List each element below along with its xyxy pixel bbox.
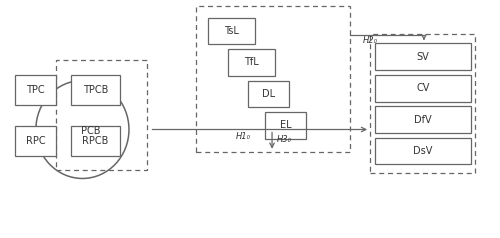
Text: RPC: RPC: [26, 136, 46, 146]
Bar: [264, 112, 306, 139]
Text: SV: SV: [416, 52, 429, 62]
Text: DfV: DfV: [414, 114, 432, 124]
Bar: [375, 106, 470, 133]
Bar: [15, 126, 56, 156]
Bar: [208, 18, 255, 44]
Text: PCB: PCB: [81, 126, 100, 136]
Bar: [196, 6, 350, 152]
Text: RPCB: RPCB: [82, 136, 109, 146]
Text: DL: DL: [262, 89, 275, 99]
Text: TfL: TfL: [244, 57, 258, 67]
Bar: [248, 80, 289, 107]
Bar: [56, 60, 147, 170]
Bar: [375, 75, 470, 102]
Bar: [375, 138, 470, 164]
Text: H1₀: H1₀: [236, 132, 250, 141]
Text: TsL: TsL: [224, 26, 239, 36]
Text: DsV: DsV: [413, 146, 432, 156]
Bar: [370, 34, 476, 173]
Text: EL: EL: [280, 120, 291, 130]
Text: H2₀: H2₀: [362, 36, 378, 45]
Text: CV: CV: [416, 83, 430, 93]
Text: TPCB: TPCB: [83, 85, 108, 95]
Bar: [71, 75, 120, 105]
Text: TPC: TPC: [26, 85, 45, 95]
Bar: [15, 75, 56, 105]
Text: H3₀: H3₀: [277, 135, 292, 144]
Bar: [228, 49, 274, 76]
Bar: [375, 43, 470, 70]
Bar: [71, 126, 120, 156]
